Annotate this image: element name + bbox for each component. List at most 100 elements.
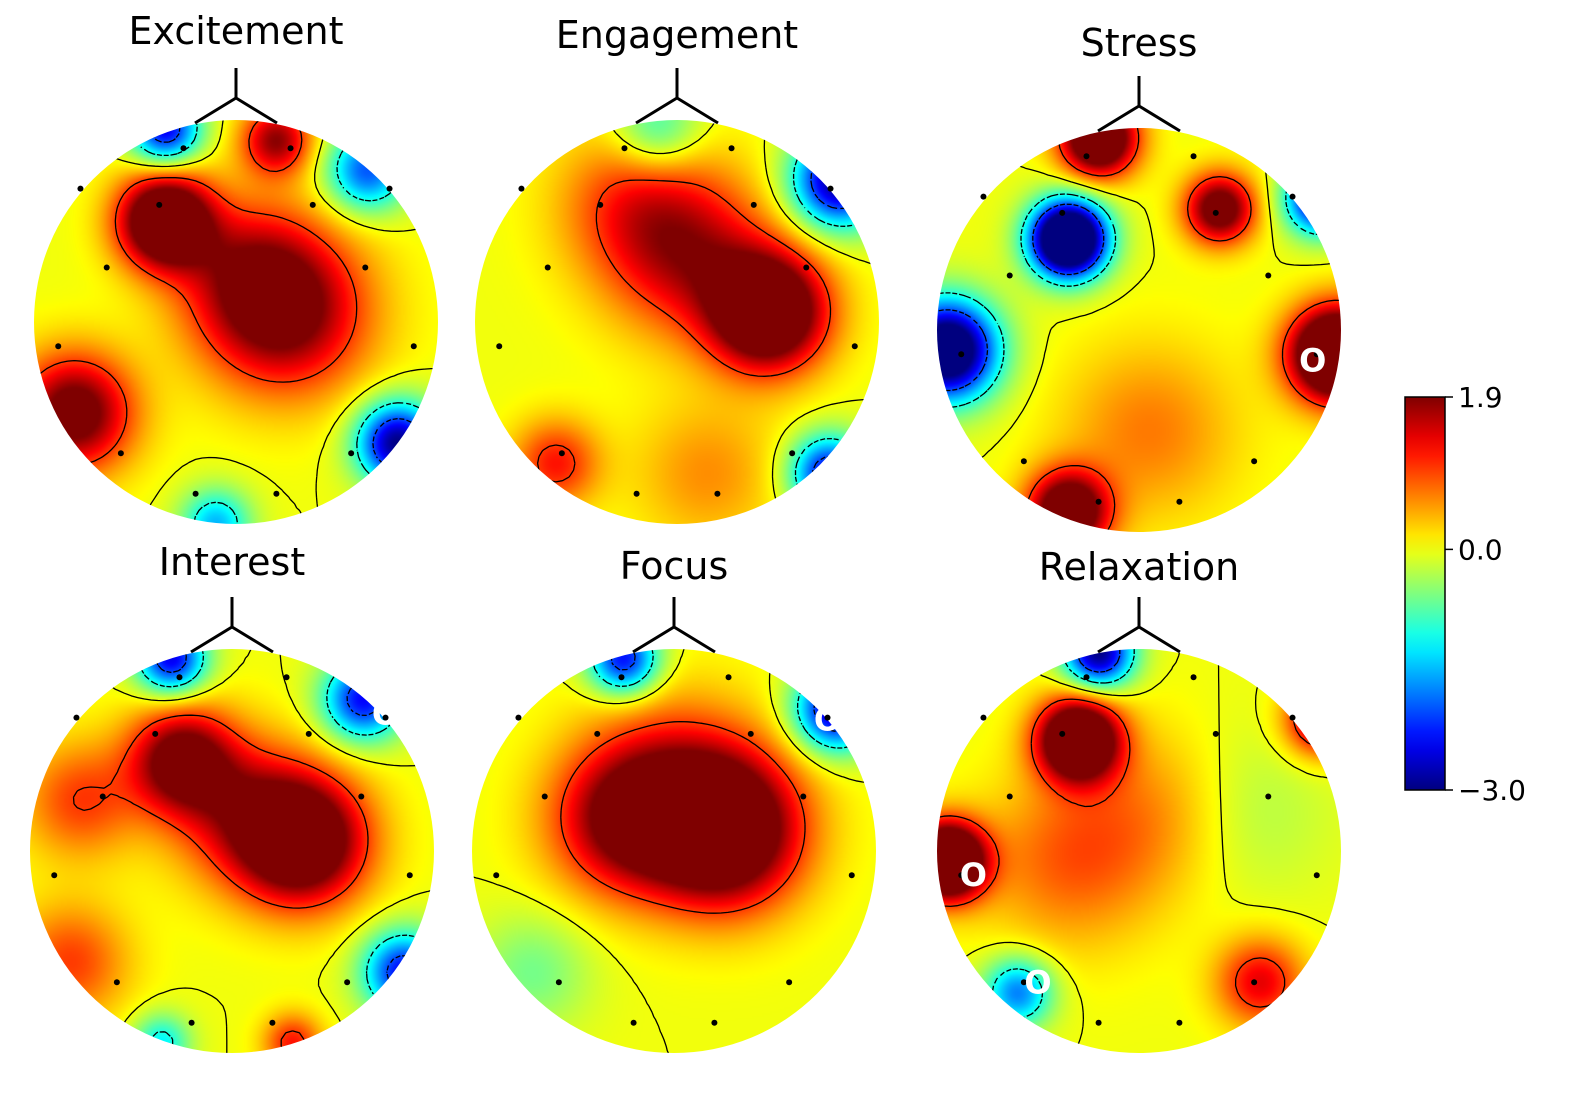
contour-positive: [72, 714, 369, 1053]
channel-sensor-dot: [55, 343, 62, 350]
channel-sensor-dot: [1020, 979, 1027, 986]
channel-sensor-dot: [1020, 458, 1027, 465]
channel-sensor-dot: [382, 714, 389, 721]
colorbar-gradient: [1404, 396, 1446, 791]
topomap-title: Stress: [1081, 21, 1198, 65]
head-nose-mark: [1097, 625, 1181, 654]
channel-sensor-dot: [515, 714, 522, 721]
channel-sensor-dot: [1059, 209, 1066, 216]
channel-sensor-dot: [728, 145, 735, 152]
channel-sensor-dot: [827, 185, 834, 192]
channel-sensor-dot: [555, 979, 562, 986]
channel-sensor-dot: [1265, 272, 1272, 279]
channel-sensor-dot: [362, 264, 369, 271]
contour-positive: [536, 179, 832, 483]
channel-sensor-dot: [77, 185, 84, 192]
channel-sensor-dot: [1212, 209, 1219, 216]
channel-sensor-dot: [269, 1019, 276, 1026]
channel-sensor-dot: [99, 793, 106, 800]
channel-sensor-dot: [851, 343, 858, 350]
channel-sensor-dot: [386, 185, 393, 192]
channel-sensor-dot: [113, 979, 120, 986]
channel-sensor-dot: [1289, 714, 1296, 721]
channel-sensor-dot: [309, 201, 316, 208]
channel-sensor-dot: [1313, 872, 1320, 879]
topomap-heat-image: [937, 128, 1341, 532]
contour-positive: [34, 120, 358, 466]
channel-sensor-dot: [1095, 498, 1102, 505]
channel-sensor-dot: [1176, 1019, 1183, 1026]
channel-sensor-dot: [541, 793, 548, 800]
colorbar: 1.9 0.0 −3.0: [1404, 381, 1526, 807]
channel-sensor-dot: [1095, 1019, 1102, 1026]
topomap-title: Relaxation: [1039, 545, 1239, 589]
channel-sensor-dot: [1190, 153, 1197, 160]
channel-sensor-dot: [1251, 979, 1258, 986]
channel-sensor-dot: [188, 1019, 195, 1026]
significance-marker: O: [960, 856, 987, 894]
significance-marker: O: [372, 695, 399, 733]
channel-sensor-dot: [1176, 498, 1183, 505]
channel-sensor-dot: [848, 872, 855, 879]
channel-sensor-dot: [496, 343, 503, 350]
topomap-title: Engagement: [556, 13, 798, 57]
channel-sensor-dot: [714, 490, 721, 497]
channel-sensor-dot: [594, 730, 601, 737]
channel-sensor-dot: [406, 872, 413, 879]
channel-sensor-dot: [192, 490, 199, 497]
channel-sensor-dot: [558, 450, 565, 457]
channel-sensor-dot: [544, 264, 551, 271]
channel-sensor-dot: [117, 450, 124, 457]
channel-sensor-dot: [152, 730, 159, 737]
topomap-interest: Interest O: [30, 540, 434, 1053]
channel-sensor-dot: [1212, 730, 1219, 737]
channel-sensor-dot: [1251, 458, 1258, 465]
channel-sensor-dot: [618, 674, 625, 681]
head-nose-mark: [635, 96, 719, 125]
channel-sensor-dot: [180, 145, 187, 152]
channel-sensor-dot: [410, 343, 417, 350]
channel-sensor-dot: [176, 674, 183, 681]
topomap-stress: Stress O: [937, 21, 1341, 532]
channel-sensor-dot: [1006, 272, 1013, 279]
channel-sensor-dot: [493, 872, 500, 879]
channel-sensor-dot: [1289, 193, 1296, 200]
channel-sensor-dot: [305, 730, 312, 737]
channel-sensor-dot: [1059, 730, 1066, 737]
channel-sensor-dot: [711, 1019, 718, 1026]
channel-sensor-dot: [958, 351, 965, 358]
significance-marker: O: [1024, 963, 1051, 1001]
channel-sensor-dot: [518, 185, 525, 192]
channel-sensor-dot: [597, 201, 604, 208]
topomap-heat-image: [472, 649, 876, 1053]
channel-sensor-dot: [1083, 674, 1090, 681]
channel-sensor-dot: [824, 714, 831, 721]
topomap-relaxation: Relaxation O O: [937, 545, 1341, 1053]
colorbar-tick-label: 0.0: [1458, 533, 1503, 566]
colorbar-tick-label: 1.9: [1458, 381, 1503, 414]
topomap-engagement: Engagement O: [475, 13, 879, 524]
channel-sensor-dot: [273, 490, 280, 497]
channel-sensor-dot: [958, 872, 965, 879]
channel-sensor-dot: [283, 674, 290, 681]
channel-sensor-dot: [103, 264, 110, 271]
channel-sensor-dot: [621, 145, 628, 152]
significance-marker: O: [814, 701, 841, 739]
topomap-title: Interest: [159, 540, 305, 584]
channel-sensor-dot: [980, 714, 987, 721]
head-nose-mark: [190, 625, 274, 654]
channel-sensor-dot: [287, 145, 294, 152]
topomap-heat-image: [937, 649, 1341, 1053]
channel-sensor-dot: [747, 730, 754, 737]
channel-sensor-dot: [348, 450, 355, 457]
channel-sensor-dot: [630, 1019, 637, 1026]
significance-marker: O: [837, 170, 864, 208]
channel-sensor-dot: [803, 264, 810, 271]
channel-sensor-dot: [980, 193, 987, 200]
channel-sensor-dot: [1265, 793, 1272, 800]
channel-sensor-dot: [73, 714, 80, 721]
channel-sensor-dot: [633, 490, 640, 497]
head-nose-mark: [1097, 104, 1181, 133]
